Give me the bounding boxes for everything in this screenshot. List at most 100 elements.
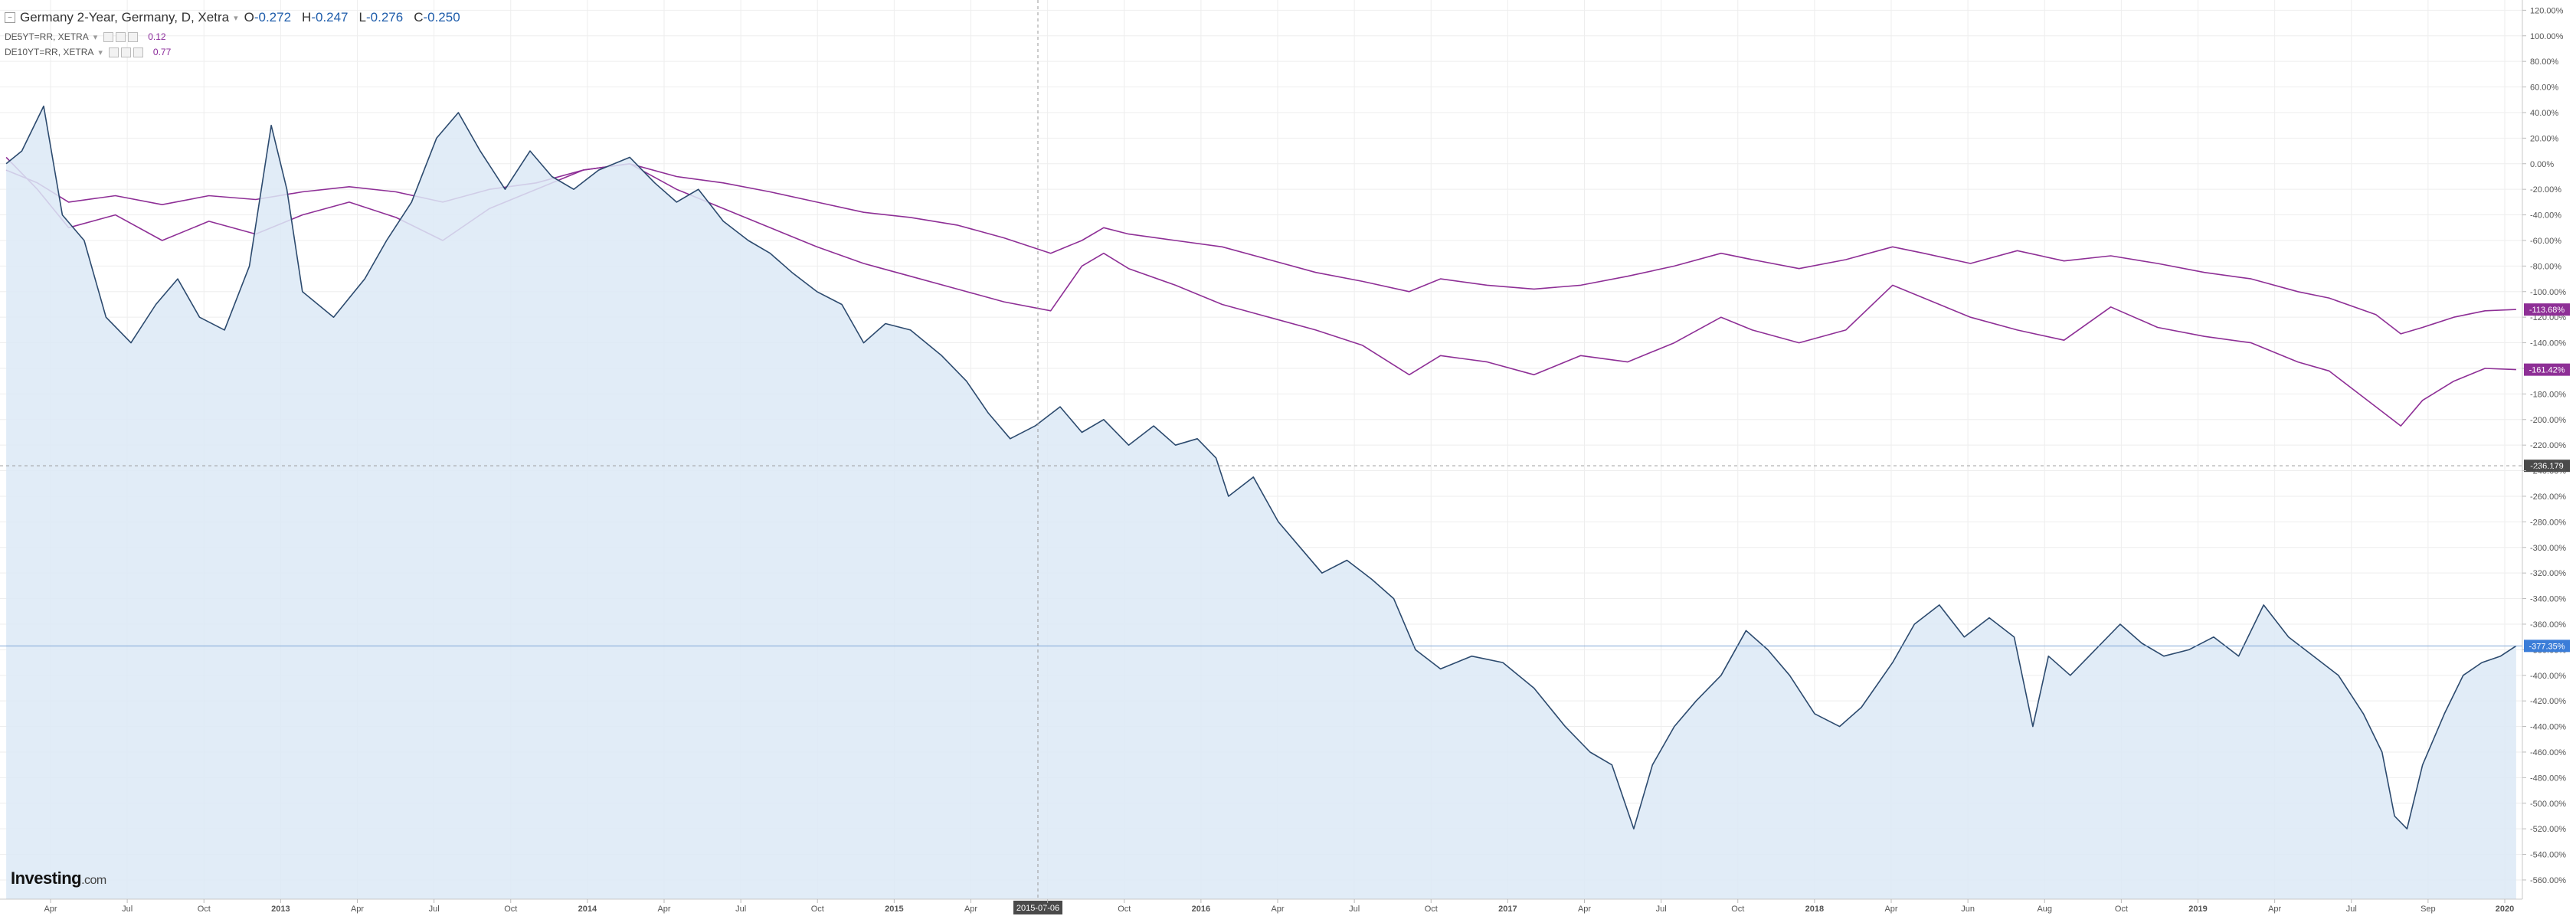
y-tick-label: -240.00% bbox=[2530, 467, 2566, 476]
x-tick-label: Jul bbox=[1349, 905, 1360, 914]
y-tick-label: -60.00% bbox=[2530, 237, 2561, 246]
y-tick-label: -520.00% bbox=[2530, 825, 2566, 834]
x-tick-label: Apr bbox=[1271, 905, 1284, 914]
y-tick-label: -320.00% bbox=[2530, 569, 2566, 578]
chart-legend: − Germany 2-Year, Germany, D, Xetra ▾ O-… bbox=[5, 6, 471, 60]
investing-logo: Investing.com bbox=[11, 869, 106, 888]
x-tick-label: Apr bbox=[1578, 905, 1591, 914]
time-axis[interactable]: Apr Jul Oct 2013 Apr Jul Oct 2014 Apr Jul Oct 2015 A… bbox=[44, 899, 2514, 914]
x-tick-label: Apr bbox=[657, 905, 670, 914]
y-tick-label: -140.00% bbox=[2530, 339, 2566, 348]
y-tick-label: -300.00% bbox=[2530, 544, 2566, 553]
indicator-value: 0.77 bbox=[152, 47, 172, 57]
last-value-badge bbox=[2524, 640, 2570, 653]
remove-icon[interactable] bbox=[133, 47, 143, 57]
x-tick-label: Jul bbox=[1043, 905, 1053, 914]
x-tick-label: Oct bbox=[504, 905, 517, 914]
x-tick-label: Oct bbox=[198, 905, 211, 914]
y-tick-label: -480.00% bbox=[2530, 774, 2566, 783]
y-tick-label: -20.00% bbox=[2530, 185, 2561, 195]
x-tick-label: 2015 bbox=[885, 905, 903, 914]
crosshair-date-badge bbox=[1013, 901, 1062, 914]
x-tick-label: Apr bbox=[2268, 905, 2281, 914]
legend-main-row: − Germany 2-Year, Germany, D, Xetra ▾ O-… bbox=[5, 6, 471, 29]
last-value-text: -113.68% bbox=[2529, 306, 2565, 315]
y-tick-label: -460.00% bbox=[2530, 748, 2566, 757]
crosshair-date-label: 2015-07-06 bbox=[1016, 904, 1059, 913]
y-tick-label: -560.00% bbox=[2530, 876, 2566, 885]
ohlc-close: C-0.250 bbox=[414, 10, 460, 25]
y-tick-label: -260.00% bbox=[2530, 492, 2566, 502]
x-tick-label: Oct bbox=[2115, 905, 2128, 914]
y-tick-label: -180.00% bbox=[2530, 390, 2566, 399]
y-tick-label: -120.00% bbox=[2530, 313, 2566, 322]
settings-icon[interactable] bbox=[120, 47, 131, 57]
series-group bbox=[5, 105, 2517, 900]
x-tick-label: Jul bbox=[429, 905, 440, 914]
x-tick-label: 2018 bbox=[1805, 905, 1824, 914]
x-tick-label: 2017 bbox=[1498, 905, 1517, 914]
last-value-labels: -113.68% -161.42% -377.35% bbox=[0, 303, 2570, 653]
x-tick-label: Apr bbox=[351, 905, 364, 914]
y-tick-label: -80.00% bbox=[2530, 262, 2561, 271]
chevron-down-icon[interactable]: ▾ bbox=[234, 13, 238, 23]
x-tick-label: Jul bbox=[735, 905, 746, 914]
y-tick-label: -220.00% bbox=[2530, 441, 2566, 450]
legend-indicator-row: DE5YT=RR, XETRA ▾ 0.12 bbox=[5, 29, 471, 44]
y-tick-label: -500.00% bbox=[2530, 800, 2566, 809]
main-series-title[interactable]: Germany 2-Year, Germany, D, Xetra bbox=[20, 10, 230, 25]
y-tick-label: 20.00% bbox=[2530, 134, 2559, 143]
series-line bbox=[5, 105, 2517, 829]
ohlc-low: L-0.276 bbox=[358, 10, 404, 25]
x-tick-label: 2020 bbox=[2496, 905, 2514, 914]
chevron-down-icon[interactable]: ▾ bbox=[93, 32, 98, 42]
indicator-value: 0.12 bbox=[148, 31, 166, 42]
x-tick-label: Jul bbox=[1656, 905, 1667, 914]
series-area-fill bbox=[6, 106, 2516, 900]
last-value-text: -377.35% bbox=[2529, 642, 2565, 651]
y-tick-label: -40.00% bbox=[2530, 211, 2561, 221]
y-tick-label: -360.00% bbox=[2530, 620, 2566, 630]
y-tick-label: -440.00% bbox=[2530, 723, 2566, 732]
collapse-icon[interactable]: − bbox=[5, 12, 15, 23]
x-tick-label: Aug bbox=[2037, 905, 2052, 914]
x-tick-label: Apr bbox=[964, 905, 977, 914]
y-tick-label: 120.00% bbox=[2530, 6, 2564, 15]
x-tick-label: Apr bbox=[1884, 905, 1897, 914]
y-tick-label: 40.00% bbox=[2530, 109, 2559, 118]
y-tick-label: -340.00% bbox=[2530, 595, 2566, 604]
y-tick-label: -100.00% bbox=[2530, 288, 2566, 297]
y-tick-label: 100.00% bbox=[2530, 32, 2564, 41]
ohlc-high: H-0.247 bbox=[302, 10, 349, 25]
indicator-name[interactable]: DE10YT=RR, XETRA bbox=[5, 47, 94, 57]
x-tick-label: Jul bbox=[2346, 905, 2357, 914]
settings-icon[interactable] bbox=[116, 31, 126, 42]
x-tick-label: 2019 bbox=[2188, 905, 2207, 914]
x-tick-label: 2016 bbox=[1192, 905, 1210, 914]
visibility-toggle-icon[interactable] bbox=[108, 47, 119, 57]
y-tick-label: -420.00% bbox=[2530, 697, 2566, 706]
y-tick-label: -280.00% bbox=[2530, 518, 2566, 527]
x-tick-label: Jun bbox=[1961, 905, 1975, 914]
x-tick-label: Sep bbox=[2421, 905, 2436, 914]
last-value-badge bbox=[2524, 363, 2570, 376]
y-tick-label: -400.00% bbox=[2530, 672, 2566, 681]
chevron-down-icon[interactable]: ▾ bbox=[98, 47, 103, 57]
x-tick-label: Apr bbox=[44, 905, 57, 914]
remove-icon[interactable] bbox=[128, 31, 139, 42]
price-axis[interactable]: 120.00% 100.00% 80.00% 60.00% 40.00% 20.00% 0.… bbox=[2522, 6, 2566, 885]
last-value-text: -161.42% bbox=[2529, 366, 2565, 375]
x-tick-label: Oct bbox=[811, 905, 824, 914]
x-tick-label: 2014 bbox=[578, 905, 597, 914]
y-tick-label: -200.00% bbox=[2530, 416, 2566, 425]
x-tick-label: Jul bbox=[122, 905, 133, 914]
indicator-name[interactable]: DE5YT=RR, XETRA bbox=[5, 31, 89, 42]
visibility-toggle-icon[interactable] bbox=[103, 31, 114, 42]
last-value-badge bbox=[2524, 303, 2570, 316]
x-tick-label: Oct bbox=[1118, 905, 1131, 914]
x-tick-label: Oct bbox=[1731, 905, 1744, 914]
legend-indicator-row: DE10YT=RR, XETRA ▾ 0.77 bbox=[5, 44, 471, 60]
x-tick-label: Oct bbox=[1425, 905, 1438, 914]
